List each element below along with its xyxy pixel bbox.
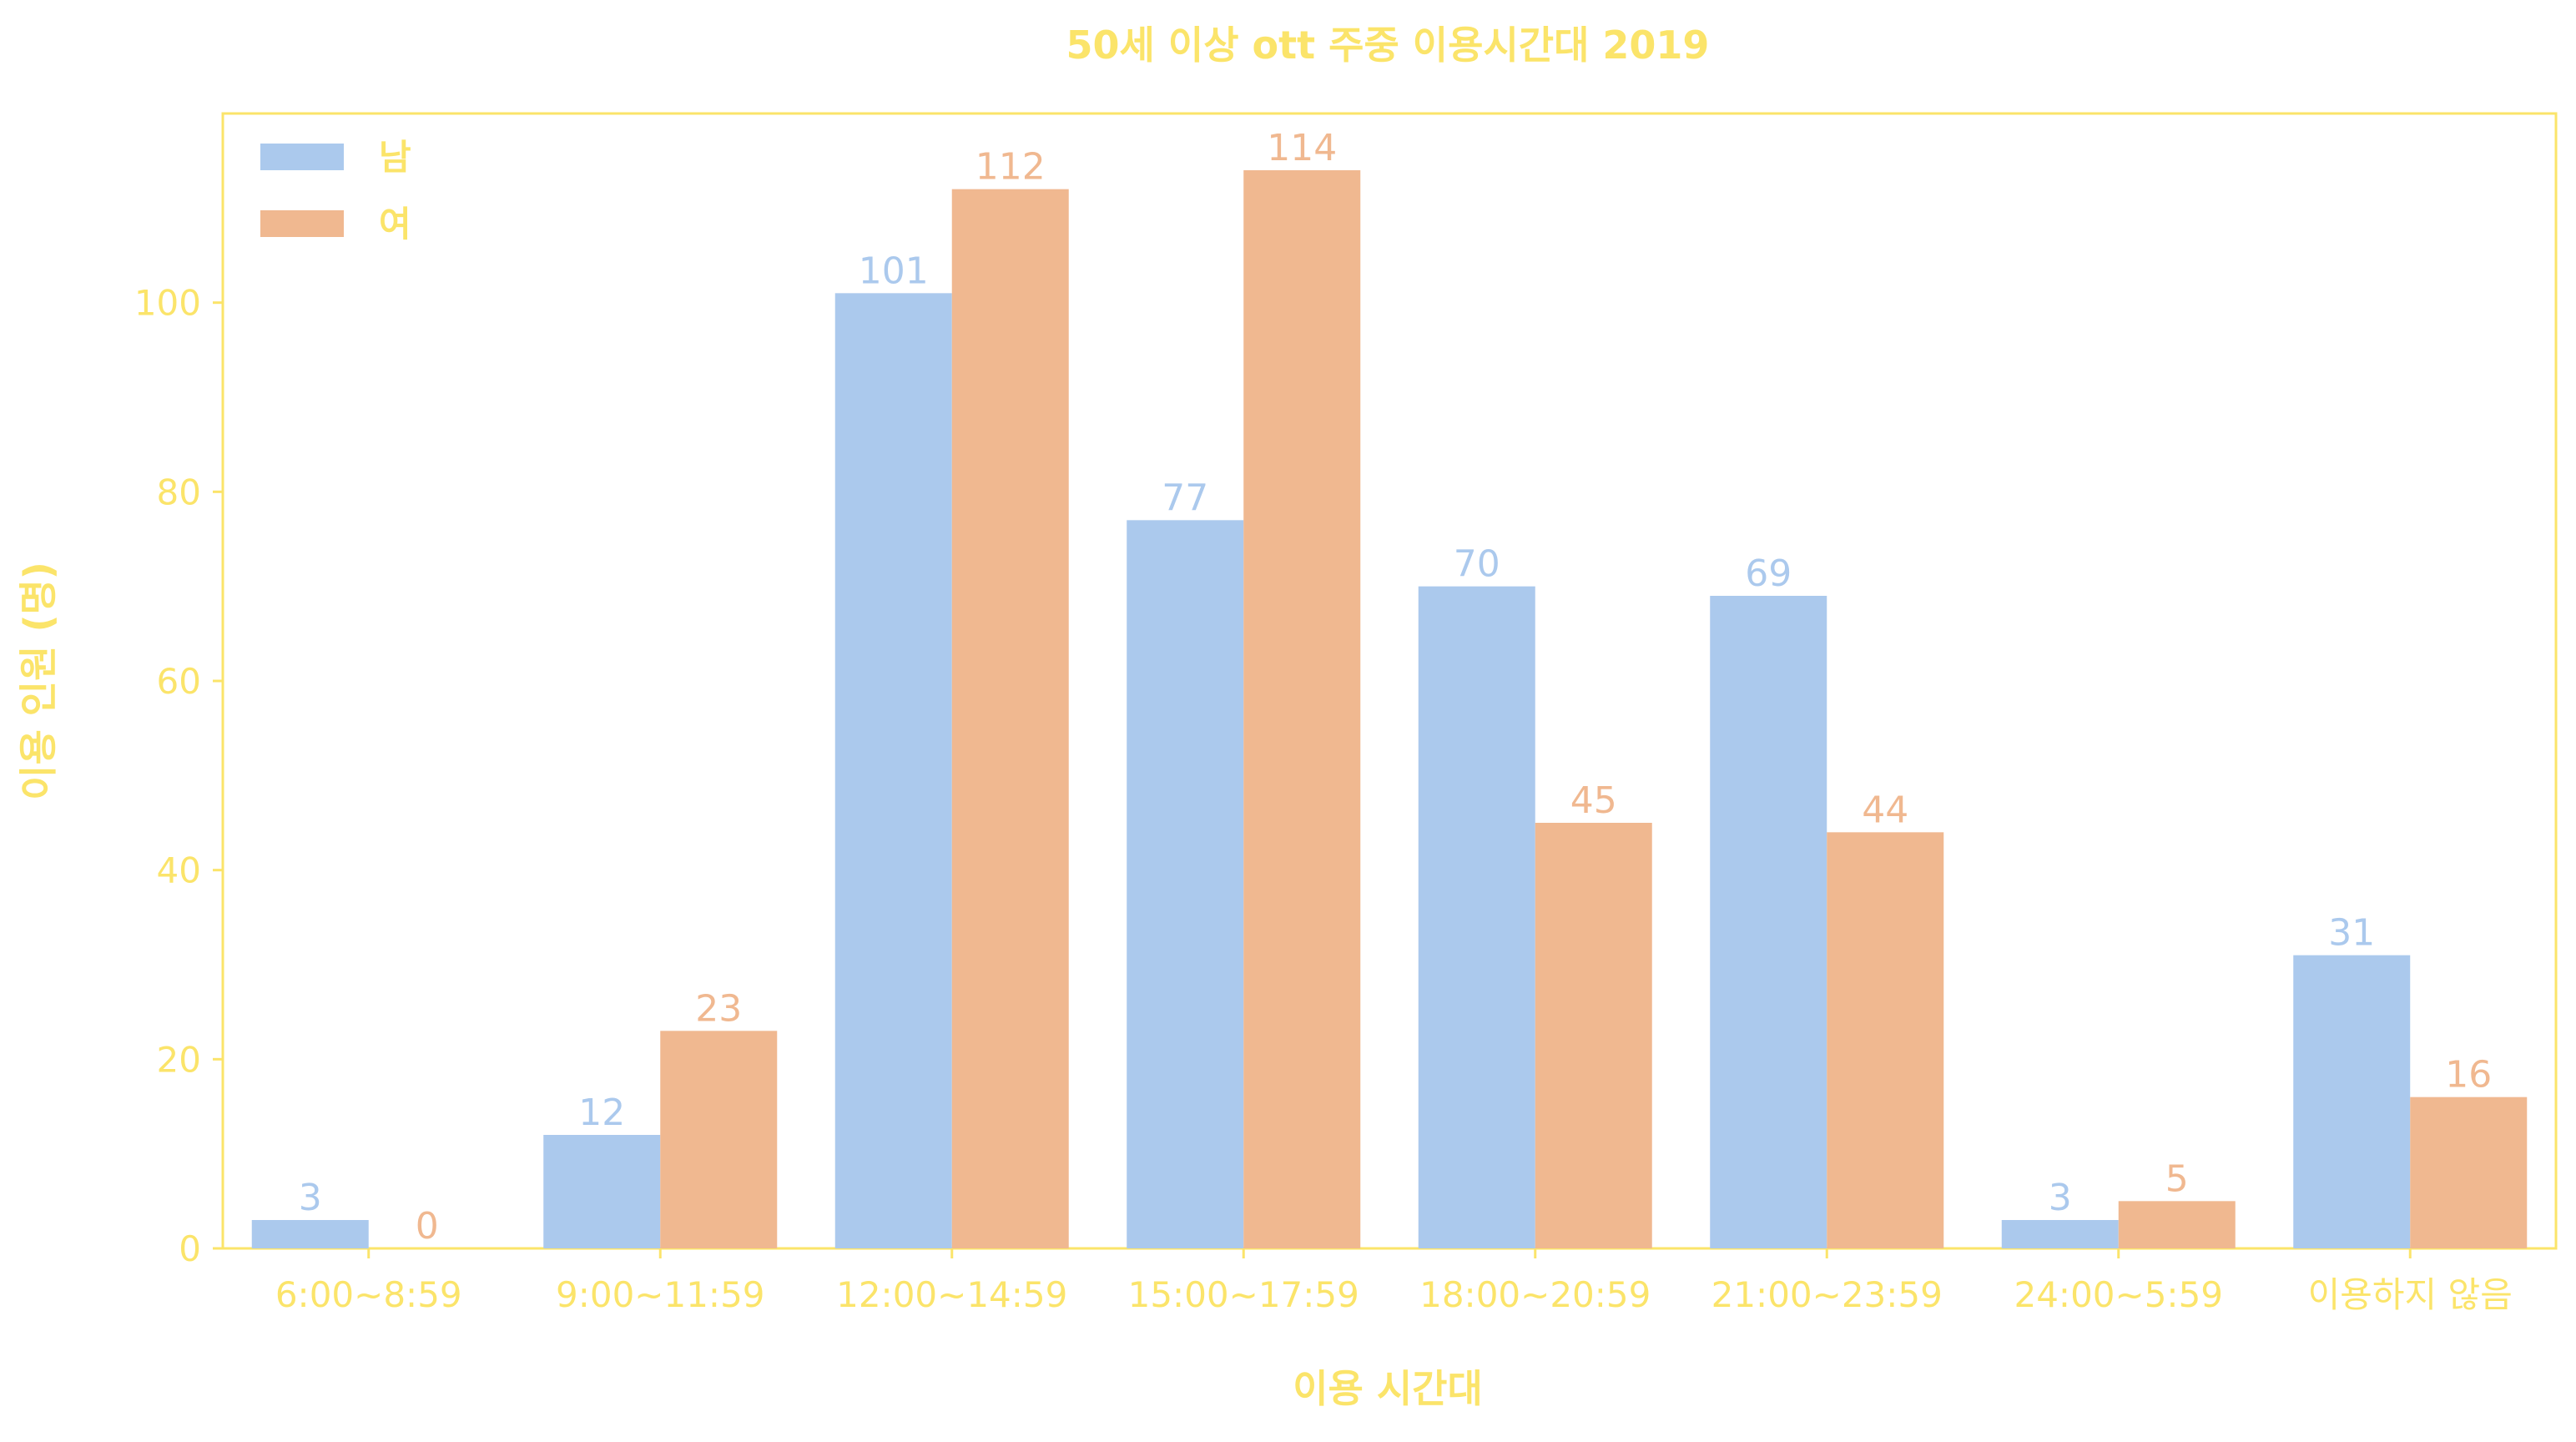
data-label-female-1: 23 (695, 987, 742, 1030)
y-tick-label-2: 40 (157, 850, 201, 891)
bar-female-2 (952, 189, 1069, 1248)
x-tick-label-2: 12:00~14:59 (836, 1274, 1067, 1315)
bar-female-3 (1243, 170, 1360, 1248)
x-tick-label-3: 15:00~17:59 (1128, 1274, 1359, 1315)
y-axis-title: 이용 인원 (명) (16, 562, 61, 800)
bar-male-3 (1127, 520, 1243, 1248)
data-label-female-3: 114 (1267, 127, 1337, 169)
bar-female-6 (2119, 1201, 2236, 1248)
y-axis: 0 20 40 60 80 100 (134, 283, 223, 1269)
data-label-female-5: 44 (1862, 789, 1908, 831)
bar-male-4 (1419, 587, 1535, 1248)
x-tick-label-7: 이용하지 않음 (2308, 1274, 2513, 1315)
y-tick-label-1: 20 (157, 1039, 201, 1080)
x-axis-title: 이용 시간대 (1293, 1366, 1483, 1411)
bar-female-7 (2410, 1097, 2527, 1248)
bar-male-2 (835, 293, 952, 1248)
legend-label-female: 여 (379, 204, 411, 245)
plot-frame (223, 113, 2556, 1248)
data-label-male-3: 77 (1162, 476, 1208, 519)
bar-female-5 (1827, 832, 1943, 1248)
y-tick-label-3: 60 (157, 661, 201, 702)
x-tick-label-6: 24:00~5:59 (2014, 1274, 2223, 1315)
bar-female-4 (1535, 823, 1652, 1248)
chart-title: 50세 이상 ott 주중 이용시간대 2019 (1066, 23, 1710, 68)
legend: 남여 (260, 137, 411, 245)
x-axis: 6:00~8:59 9:00~11:59 12:00~14:59 15:00~17:5… (275, 1248, 2513, 1315)
data-label-female-0: 0 (416, 1205, 439, 1248)
x-tick-label-1: 9:00~11:59 (556, 1274, 765, 1315)
x-tick-label-4: 18:00~20:59 (1419, 1274, 1651, 1315)
legend-label-male: 남 (379, 137, 411, 178)
data-label-female-6: 5 (2165, 1157, 2189, 1200)
y-tick-label-0: 0 (179, 1228, 201, 1269)
bars-group (252, 170, 2528, 1248)
y-tick-label-5: 100 (134, 283, 201, 324)
data-label-male-0: 3 (299, 1177, 322, 1219)
data-label-male-1: 12 (578, 1092, 625, 1134)
bar-male-0 (252, 1220, 369, 1248)
data-label-male-4: 70 (1454, 543, 1500, 586)
y-tick-label-4: 80 (157, 471, 201, 512)
data-label-female-7: 16 (2445, 1054, 2492, 1097)
data-label-male-2: 101 (859, 250, 929, 292)
data-labels-group: 3 0 12 23 101 112 77 114 70 45 69 44 3 5 31 16 (299, 127, 2493, 1248)
bar-male-7 (2293, 955, 2410, 1248)
data-label-female-2: 112 (975, 146, 1046, 189)
data-label-male-5: 69 (1745, 552, 1792, 595)
legend-swatch-male (260, 144, 344, 170)
bar-male-5 (1710, 596, 1827, 1248)
legend-swatch-female (260, 210, 344, 237)
x-tick-label-0: 6:00~8:59 (275, 1274, 462, 1315)
data-label-female-4: 45 (1570, 779, 1617, 822)
bar-female-1 (660, 1031, 777, 1248)
bar-male-1 (543, 1135, 660, 1248)
x-tick-label-5: 21:00~23:59 (1711, 1274, 1943, 1315)
data-label-male-6: 3 (2049, 1177, 2072, 1219)
bar-male-6 (2002, 1220, 2119, 1248)
data-label-male-7: 31 (2328, 912, 2375, 955)
